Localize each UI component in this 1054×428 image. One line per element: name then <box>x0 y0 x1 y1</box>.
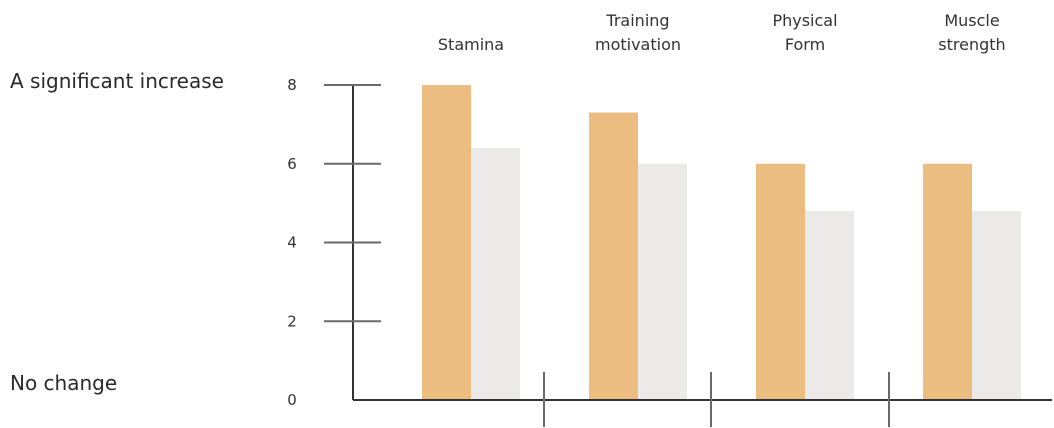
bar-s1-c2 <box>589 112 638 400</box>
category-label-1: Stamina <box>438 35 504 54</box>
chart-marks: 0 2 4 6 8 Stamina Training motivation Physical Fo… <box>287 11 1052 427</box>
bar-s2-c2 <box>638 163 687 400</box>
category-label-2-line-1: Training <box>605 11 669 30</box>
bar-s1-c3 <box>756 163 805 400</box>
category-label-2-line-2: motivation <box>595 35 681 54</box>
y-tick-label-0: 0 <box>287 391 297 409</box>
bar-s1-c1 <box>422 85 471 400</box>
y-tick-label-2: 2 <box>287 312 297 330</box>
bar-s2-c1 <box>471 148 520 400</box>
category-label-3-line-2: Form <box>785 35 825 54</box>
y-tick-label-4: 4 <box>287 234 297 252</box>
bar-s2-c3 <box>805 211 854 400</box>
y-tick-label-8: 8 <box>287 76 297 94</box>
scale-label-bottom: No change <box>10 371 117 395</box>
bar-s2-c4 <box>972 211 1021 400</box>
category-label-4-line-1: Muscle <box>944 11 999 30</box>
y-tick-label-6: 6 <box>287 155 297 173</box>
category-label-3-line-1: Physical <box>772 11 837 30</box>
bar-s1-c4 <box>923 163 972 400</box>
scale-label-top: A significant increase <box>10 69 224 93</box>
category-label-4-line-2: strength <box>938 35 1005 54</box>
